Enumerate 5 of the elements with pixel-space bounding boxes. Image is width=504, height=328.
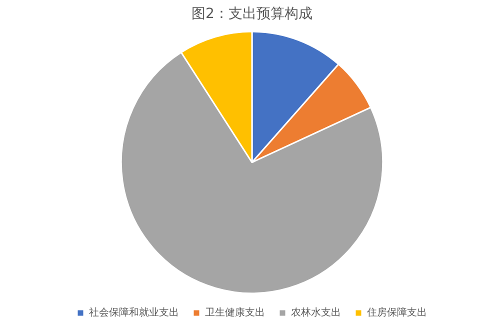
legend-label: 社会保障和就业支出: [89, 306, 179, 319]
legend-label: 住房保障支出: [367, 306, 427, 319]
legend-label: 卫生健康支出: [205, 306, 265, 319]
chart-title: 图2：支出预算构成: [192, 6, 312, 22]
legend-label: 农林水支出: [291, 306, 341, 319]
